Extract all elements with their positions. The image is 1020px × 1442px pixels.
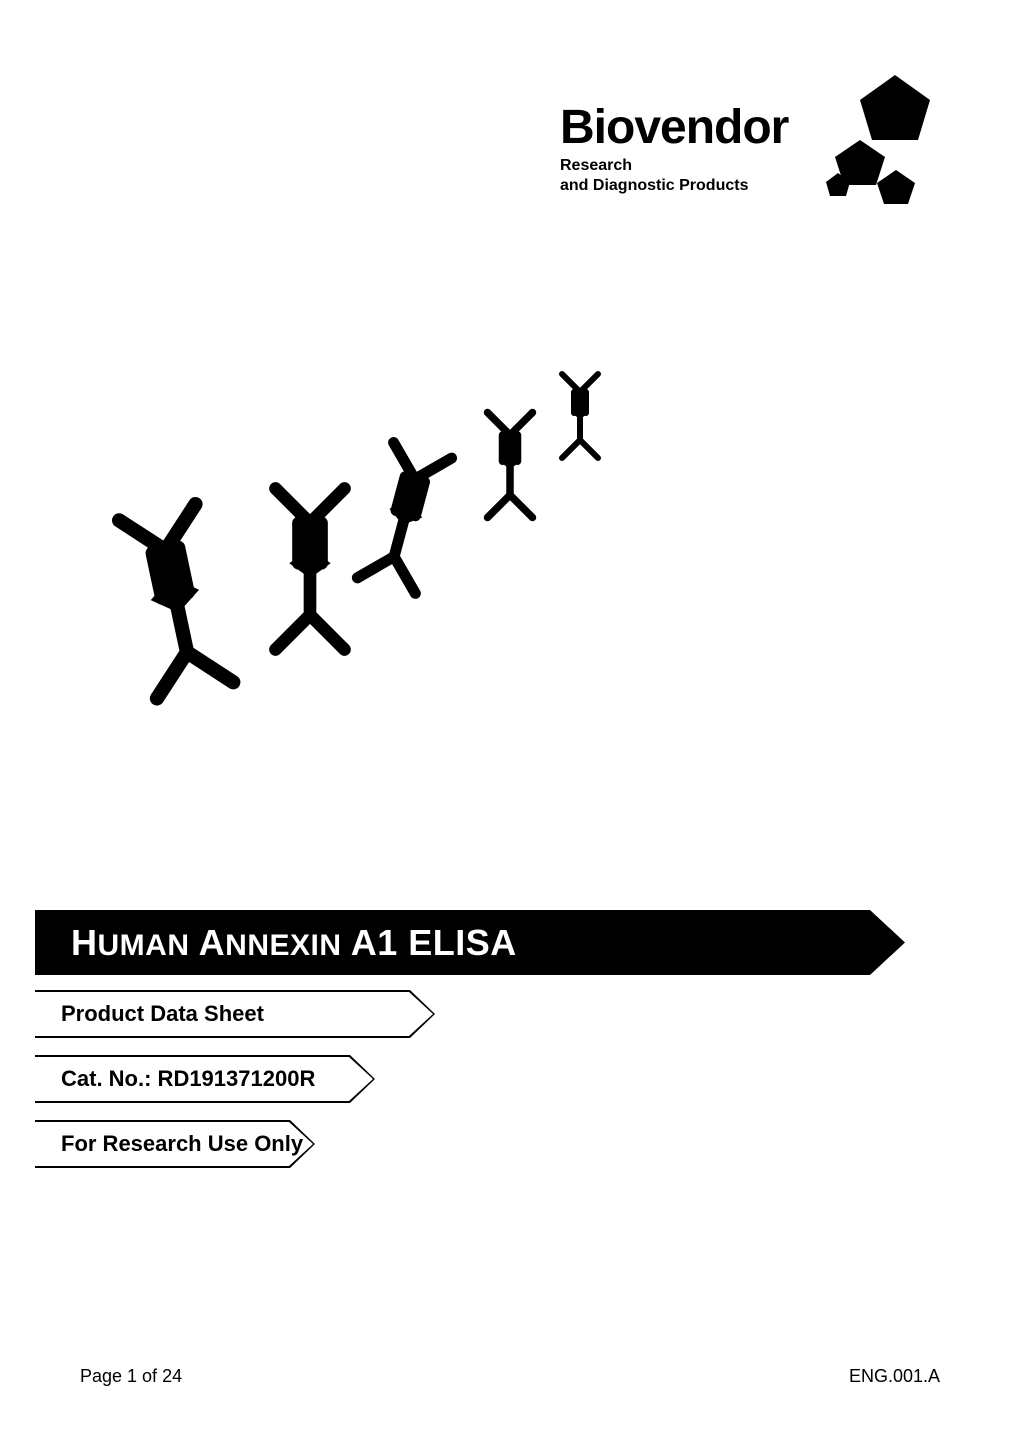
page-footer: Page 1 of 24 ENG.001.A (80, 1366, 940, 1387)
research-use-label: For Research Use Only (35, 1122, 313, 1166)
catalog-number: Cat. No.: RD191371200R (35, 1057, 373, 1101)
antibody-graphic-icon (100, 370, 660, 710)
company-logo: Biovendor Research and Diagnostic Produc… (560, 100, 920, 195)
logo-name: Biovendor (560, 100, 788, 155)
product-title: HUMAN ANNEXIN A1 ELISA (35, 910, 905, 976)
sub-banner-datasheet: Product Data Sheet (35, 990, 435, 1038)
page-number: Page 1 of 24 (80, 1366, 182, 1387)
sub-banner-catno: Cat. No.: RD191371200R (35, 1055, 375, 1103)
product-title-banner: HUMAN ANNEXIN A1 ELISA (35, 910, 905, 975)
document-id: ENG.001.A (849, 1366, 940, 1387)
datasheet-label: Product Data Sheet (35, 992, 433, 1036)
sub-banner-research: For Research Use Only (35, 1120, 315, 1168)
logo-pentagon-icon (800, 70, 940, 220)
